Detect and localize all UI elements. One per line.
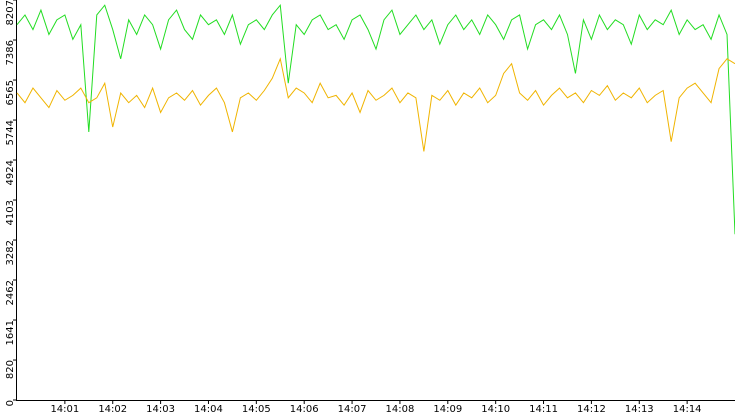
x-tick-label: 14:02 xyxy=(98,404,127,415)
x-tick-label: 14:03 xyxy=(146,404,175,415)
y-tick-label: 8207 xyxy=(5,0,16,25)
y-tick-label: 3282 xyxy=(5,240,16,265)
y-tick-label: 0 xyxy=(5,400,16,406)
y-tick-label: 1641 xyxy=(5,320,16,345)
x-tick-label: 14:11 xyxy=(529,404,558,415)
x-tick-label: 14:13 xyxy=(625,404,654,415)
x-tick-label: 14:12 xyxy=(577,404,606,415)
series-line xyxy=(16,57,735,152)
x-tick-label: 14:04 xyxy=(194,404,223,415)
series-line xyxy=(16,3,735,235)
y-tick-label: 2462 xyxy=(5,280,16,305)
x-tick-label: 14:14 xyxy=(673,404,702,415)
y-tick-label: 5744 xyxy=(5,120,16,145)
x-tick-label: 14:09 xyxy=(433,404,462,415)
x-tick-label: 14:05 xyxy=(242,404,271,415)
y-tick-label: 4924 xyxy=(5,160,16,185)
x-tick-label: 14:06 xyxy=(290,404,319,415)
y-tick-label: 7386 xyxy=(5,40,16,65)
y-tick-label: 4103 xyxy=(5,200,16,225)
x-tick-label: 14:10 xyxy=(481,404,510,415)
x-tick-label: 14:07 xyxy=(338,404,367,415)
x-tick-label: 14:01 xyxy=(50,404,79,415)
y-tick-label: 6565 xyxy=(5,80,16,105)
y-tick-label: 820 xyxy=(5,360,16,379)
x-tick-label: 14:08 xyxy=(386,404,415,415)
